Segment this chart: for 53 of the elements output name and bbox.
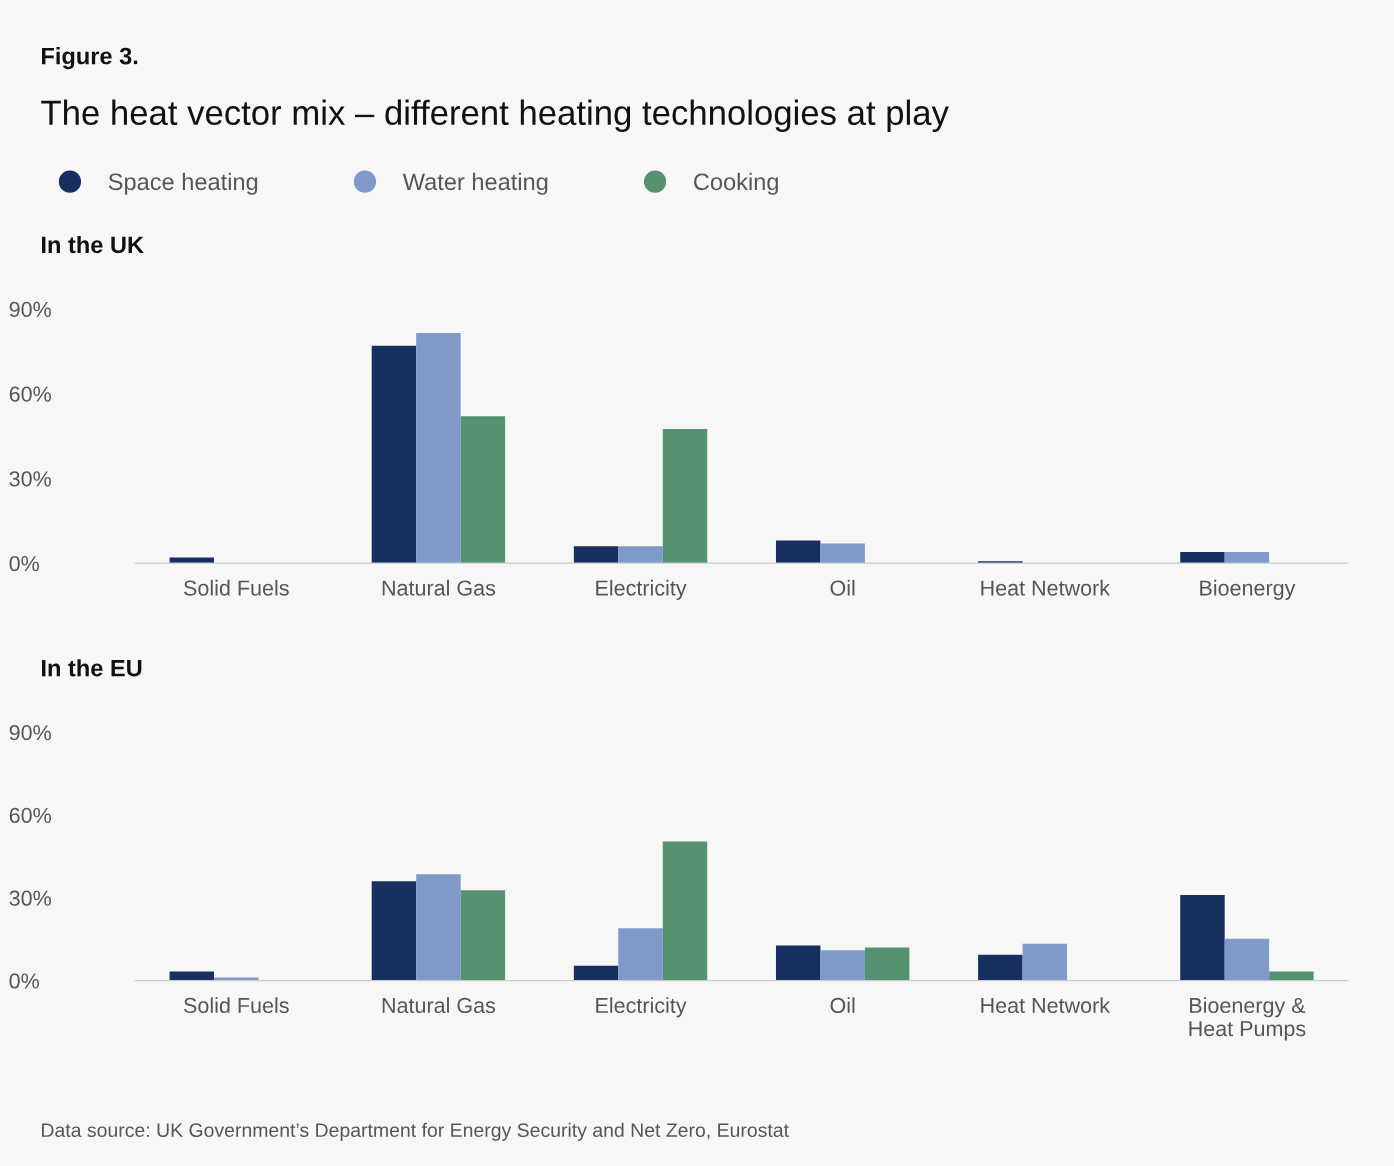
caption: Figure 3. [42, 47, 138, 70]
y-tick-label: 30% [9, 471, 51, 487]
x-tick-label: Natural Gas [382, 579, 496, 596]
x-tick-label: Heat Network [981, 579, 1111, 596]
legend-label: Water heating [402, 172, 548, 195]
bar [416, 333, 461, 564]
bar [1269, 971, 1314, 981]
y-tick-label: 60% [9, 807, 51, 824]
bar [1224, 938, 1270, 981]
bar [416, 874, 461, 981]
x-tick-label: Electricity [596, 997, 687, 1018]
bar [618, 928, 663, 981]
bar [169, 971, 215, 981]
bar [371, 345, 417, 564]
chart-title: In the UK [42, 235, 144, 254]
x-tick-label: Solid Fuels [184, 579, 289, 596]
x-tick-label: Bioenergy & Heat Pumps [1189, 997, 1306, 1041]
bar [1022, 943, 1068, 981]
bar [371, 881, 417, 981]
bar [662, 841, 708, 981]
y-tick-label: 0% [9, 973, 40, 989]
bar [1224, 551, 1270, 564]
text: The heat vector mix – different heating technologies at play [41, 99, 949, 132]
x-tick-label: Oil [830, 579, 855, 596]
x-tick-label: Bioenergy [1200, 579, 1296, 600]
y-tick-label: 90% [9, 301, 51, 317]
x-tick-label: Natural Gas [382, 997, 496, 1014]
bar [864, 947, 910, 981]
legend-label: Cooking [694, 172, 778, 195]
x-tick-label: Heat Network [981, 997, 1111, 1014]
bar [573, 546, 619, 564]
bar [820, 543, 865, 564]
y-tick-label: 30% [9, 890, 51, 906]
x-tick-label: Solid Fuels [184, 997, 289, 1014]
y-tick-label: 0% [9, 555, 40, 572]
x-tick-label: Oil [830, 997, 855, 1014]
chart-title: In the EU [42, 659, 142, 677]
x-tick-label: Electricity [596, 579, 687, 600]
bar [1180, 895, 1225, 981]
bar [460, 890, 506, 981]
bar [775, 540, 821, 564]
bar [978, 954, 1023, 981]
y-tick-label: 90% [9, 725, 51, 741]
y-tick-label: 60% [9, 386, 51, 402]
legend-label: Space heating [108, 172, 258, 195]
bar [662, 429, 708, 564]
bar [1180, 551, 1225, 564]
bar [820, 950, 865, 981]
bar [460, 416, 506, 564]
bar [775, 945, 821, 981]
bar [573, 965, 619, 981]
bar [618, 546, 663, 564]
source-note: Data source: UK Government’s Department for Energy Security and Net Zero, Eurostat [42, 1122, 789, 1141]
